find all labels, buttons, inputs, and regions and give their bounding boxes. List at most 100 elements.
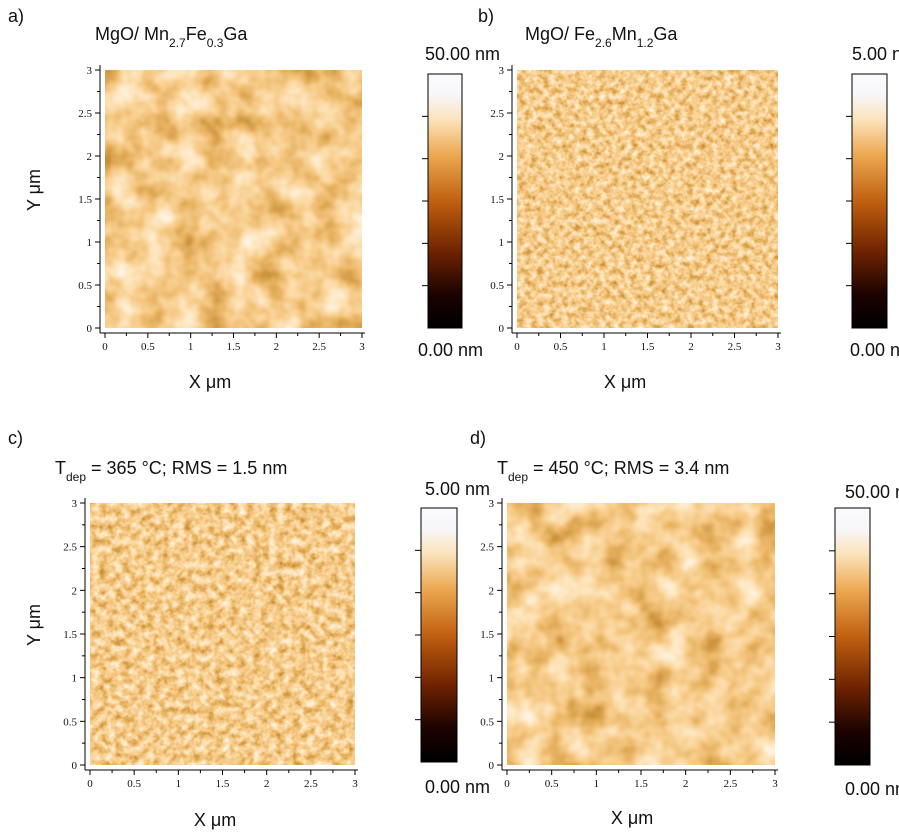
y-tick-label: 3 [499, 65, 505, 77]
x-tick-label: 0 [504, 778, 510, 790]
y-axis-title: Y μm [24, 604, 44, 646]
title-text: T [55, 458, 66, 478]
y-tick-label: 2 [499, 151, 505, 163]
y-tick-label: 3 [489, 498, 495, 510]
x-tick-label: 3 [772, 778, 778, 790]
x-tick-label: 0 [87, 778, 93, 790]
x-tick-label: 2 [683, 778, 689, 790]
title-subscript: 0.3 [207, 36, 224, 50]
x-tick-label: 1 [188, 341, 194, 353]
title-subscript: 1.2 [637, 36, 654, 50]
y-tick-label: 3 [72, 498, 78, 510]
title-text: Ga [223, 24, 248, 44]
y-tick-label: 2.5 [490, 108, 504, 120]
y-tick-label: 0 [489, 760, 495, 772]
y-tick-label: 0 [499, 323, 505, 335]
title-text: MgO/ Fe [525, 24, 595, 44]
afm-image [105, 70, 362, 328]
y-tick-label: 0 [87, 323, 93, 335]
y-tick-label: 1.5 [63, 629, 77, 641]
colorbar-min-label: 0.00 nm [425, 777, 490, 797]
x-tick-label: 0 [514, 341, 520, 353]
colorbar [851, 73, 888, 329]
panel-title: MgO/ Fe2.6Mn1.2Ga [525, 24, 678, 50]
colorbar-max-label: 50.00 nm [425, 44, 500, 64]
colorbar [420, 507, 458, 763]
y-tick-label: 3 [87, 65, 93, 77]
x-tick-label: 0.5 [127, 778, 141, 790]
x-tick-label: 0.5 [141, 341, 155, 353]
y-tick-label: 0.5 [63, 716, 77, 728]
title-text: MgO/ Mn [95, 24, 169, 44]
x-tick-label: 1 [176, 778, 182, 790]
title-text: = 365 °C; RMS = 1.5 nm [86, 458, 287, 478]
x-tick-label: 2.5 [728, 341, 742, 353]
afm-image [507, 503, 775, 765]
y-tick-label: 2 [72, 585, 78, 597]
x-tick-label: 2 [264, 778, 270, 790]
x-tick-label: 0 [102, 341, 108, 353]
y-tick-label: 2.5 [480, 542, 494, 554]
panel-label: a) [8, 6, 24, 26]
y-tick-label: 1.5 [480, 629, 494, 641]
x-axis-title: X μm [604, 372, 646, 392]
y-tick-label: 2 [87, 151, 93, 163]
x-tick-label: 3 [359, 341, 365, 353]
x-tick-label: 1 [594, 778, 600, 790]
colorbar [834, 507, 871, 766]
colorbar-min-label: 0.00 nm [850, 340, 899, 360]
x-axis-title: X μm [611, 808, 653, 828]
colorbar-min-label: 0.00 nm [418, 340, 483, 360]
afm-image [517, 70, 778, 328]
y-tick-label: 0.5 [480, 716, 494, 728]
y-tick-label: 1.5 [78, 194, 92, 206]
x-tick-label: 3 [775, 341, 781, 353]
colorbar-max-label: 5.00 nm [425, 479, 490, 499]
colorbar-min-label: 0.00 nm [845, 779, 899, 799]
panel-label: c) [8, 428, 23, 448]
y-tick-label: 1 [499, 237, 505, 249]
colorbar-max-label: 50.00 nm [845, 482, 899, 502]
y-tick-label: 1 [87, 237, 93, 249]
title-text: = 450 °C; RMS = 3.4 nm [528, 458, 729, 478]
y-tick-label: 0 [72, 760, 78, 772]
x-axis-title: X μm [189, 372, 231, 392]
x-tick-label: 2 [688, 341, 694, 353]
x-tick-label: 1.5 [227, 341, 241, 353]
y-tick-label: 2.5 [78, 108, 92, 120]
title-text: T [497, 458, 508, 478]
x-tick-label: 1.5 [634, 778, 648, 790]
x-tick-label: 0.5 [545, 778, 559, 790]
x-tick-label: 1 [601, 341, 607, 353]
x-tick-label: 3 [352, 778, 358, 790]
title-text: Mn [612, 24, 637, 44]
x-tick-label: 1.5 [216, 778, 230, 790]
title-subscript: dep [508, 470, 528, 484]
x-tick-label: 2 [274, 341, 280, 353]
y-tick-label: 0.5 [78, 280, 92, 292]
x-tick-label: 0.5 [554, 341, 568, 353]
panel-title: Tdep = 450 °C; RMS = 3.4 nm [497, 458, 729, 484]
x-tick-label: 2.5 [312, 341, 326, 353]
colorbar [427, 73, 463, 329]
panel-title: Tdep = 365 °C; RMS = 1.5 nm [55, 458, 287, 484]
y-axis-title: Y μm [24, 169, 44, 211]
y-tick-label: 1 [72, 673, 78, 685]
y-tick-label: 2 [489, 585, 495, 597]
colorbar-max-label: 5.00 nm [852, 44, 899, 64]
panel-label: b) [478, 6, 494, 26]
title-text: Ga [653, 24, 678, 44]
title-subscript: 2.7 [169, 36, 186, 50]
title-text: Fe [186, 24, 207, 44]
title-subscript: dep [66, 470, 86, 484]
x-tick-label: 2.5 [723, 778, 737, 790]
title-subscript: 2.6 [595, 36, 612, 50]
x-tick-label: 1.5 [641, 341, 655, 353]
afm-image [90, 503, 355, 765]
x-axis-title: X μm [194, 810, 236, 830]
panel-title: MgO/ Mn2.7Fe0.3Ga [95, 24, 248, 50]
y-tick-label: 1.5 [490, 194, 504, 206]
y-tick-label: 1 [489, 673, 495, 685]
y-tick-label: 2.5 [63, 542, 77, 554]
